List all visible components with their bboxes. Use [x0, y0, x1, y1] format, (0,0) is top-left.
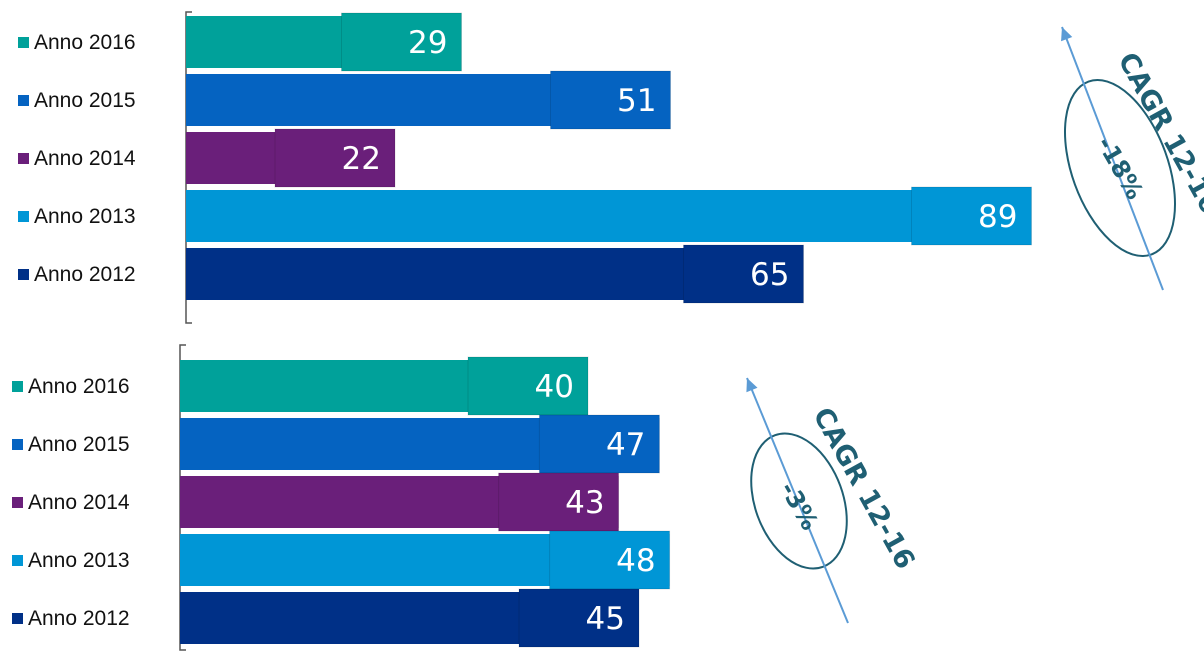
bar-label-tab — [550, 70, 671, 130]
data-label: 89 — [978, 199, 1017, 235]
legend-label: Anno 2013 — [34, 205, 136, 228]
cagr-value: -3% — [774, 477, 824, 535]
legend-label: Anno 2015 — [34, 89, 136, 112]
cagr-ellipse — [750, 432, 848, 570]
legend-label: Anno 2012 — [28, 607, 130, 630]
data-label: 48 — [616, 543, 655, 579]
data-label: 43 — [565, 485, 604, 521]
data-label: 47 — [606, 427, 645, 463]
data-label: 45 — [586, 601, 625, 637]
legend-label: Anno 2014 — [34, 147, 136, 170]
legend-marker-icon — [12, 555, 23, 566]
chart-top: 29 Anno 2016 51 Anno 2015 22 Anno 2014 89 Anno … — [18, 11, 1204, 324]
arrow-up-icon — [746, 378, 758, 393]
legend-marker-icon — [12, 497, 23, 508]
bar-label-tab — [549, 530, 671, 590]
data-label: 29 — [408, 25, 447, 61]
legend-label: Anno 2016 — [34, 31, 136, 54]
bar-label-tab — [538, 414, 660, 474]
chart-bottom: 40 Anno 2016 47 Anno 2015 43 Anno 2014 48 Anno … — [12, 344, 921, 651]
data-label: 65 — [750, 257, 789, 293]
bar-label-tab — [341, 12, 462, 72]
trend-arrow-line — [746, 377, 849, 624]
legend-marker-icon — [12, 439, 23, 450]
legend-label: Anno 2012 — [34, 263, 136, 286]
cagr-title: CAGR 12-16 — [806, 402, 920, 574]
cagr-ellipse — [1064, 79, 1176, 257]
bar-label-tab — [467, 356, 589, 416]
legend-label: Anno 2013 — [28, 549, 130, 572]
legend-marker-icon — [18, 153, 29, 164]
bar-label-tab — [274, 128, 396, 188]
data-label: 51 — [617, 83, 656, 119]
bar-label-tab — [683, 244, 804, 304]
legend-label: Anno 2014 — [28, 491, 130, 514]
trend-arrow-line — [1061, 26, 1164, 291]
legend-marker-icon — [18, 37, 29, 48]
legend-marker-icon — [18, 269, 29, 280]
bar — [186, 190, 1032, 242]
legend-label: Anno 2015 — [28, 433, 130, 456]
data-label: 22 — [342, 141, 381, 177]
bar-label-tab — [518, 588, 640, 648]
legend-label: Anno 2016 — [28, 375, 130, 398]
legend-marker-icon — [18, 95, 29, 106]
cagr-value: -18% — [1091, 132, 1149, 204]
legend-marker-icon — [18, 211, 29, 222]
bar-label-tab — [911, 186, 1032, 246]
legend-marker-icon — [12, 613, 23, 624]
arrow-up-icon — [1061, 27, 1073, 42]
data-label: 40 — [535, 369, 574, 405]
legend-marker-icon — [12, 381, 23, 392]
